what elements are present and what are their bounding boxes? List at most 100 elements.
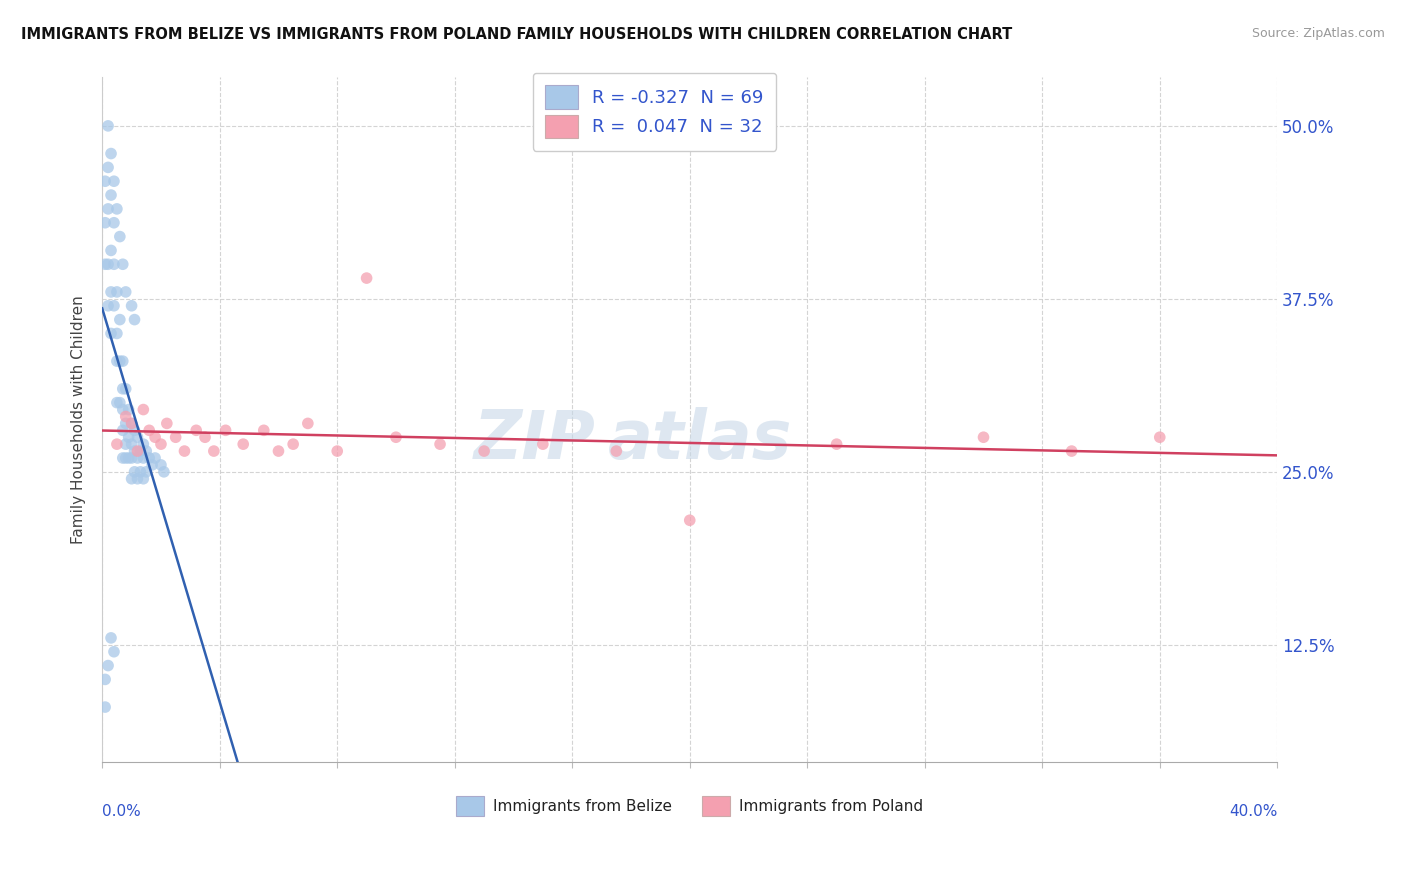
Point (108, 395, 131, 409)
Point (232, 437, 254, 451)
Point (1149, 430, 1171, 444)
Point (118, 450, 141, 465)
Point (121, 417, 143, 431)
Point (114, 437, 136, 451)
Point (97, 119, 120, 133)
Point (165, 430, 187, 444)
Point (121, 450, 143, 465)
Point (121, 472, 143, 486)
Point (111, 257, 134, 271)
Point (105, 395, 128, 409)
Text: Source: ZipAtlas.com: Source: ZipAtlas.com (1251, 27, 1385, 40)
Point (138, 423, 160, 437)
Point (111, 423, 134, 437)
Point (114, 382, 136, 396)
Point (121, 299, 143, 313)
Point (111, 450, 134, 465)
Point (129, 444, 152, 458)
Point (105, 285, 128, 299)
Point (156, 417, 179, 431)
Point (253, 423, 276, 437)
Point (94, 257, 117, 271)
Point (129, 465, 152, 479)
Point (103, 645, 125, 659)
Point (105, 326, 128, 341)
Legend: Immigrants from Belize, Immigrants from Poland: Immigrants from Belize, Immigrants from … (449, 789, 931, 823)
Point (97, 299, 120, 313)
Point (97, 202, 120, 216)
Point (283, 437, 305, 451)
Y-axis label: Family Households with Children: Family Households with Children (72, 295, 86, 544)
Point (97, 257, 120, 271)
Point (103, 257, 125, 271)
Point (121, 437, 143, 451)
Point (356, 271, 378, 285)
Point (108, 354, 131, 368)
Point (94, 174, 117, 188)
Point (1060, 444, 1083, 458)
Text: 40.0%: 40.0% (1229, 804, 1277, 819)
Point (103, 174, 125, 188)
Point (132, 437, 155, 451)
Point (100, 326, 122, 341)
Point (605, 444, 627, 458)
Point (326, 444, 349, 458)
Point (132, 402, 155, 417)
Point (202, 444, 225, 458)
Point (94, 673, 117, 687)
Point (114, 417, 136, 431)
Point (108, 229, 131, 244)
Point (97, 161, 120, 175)
Point (121, 417, 143, 431)
Point (124, 312, 146, 326)
Point (132, 472, 155, 486)
Point (111, 382, 134, 396)
Point (127, 450, 149, 465)
Point (973, 430, 995, 444)
Point (173, 444, 195, 458)
Point (127, 444, 149, 458)
Point (135, 465, 157, 479)
Point (149, 437, 172, 451)
Point (94, 700, 117, 714)
Point (132, 450, 155, 465)
Point (118, 402, 141, 417)
Point (141, 458, 163, 472)
Point (143, 430, 166, 444)
Point (429, 437, 451, 451)
Text: 0.0%: 0.0% (103, 804, 141, 819)
Point (143, 450, 166, 465)
Point (153, 465, 176, 479)
Point (127, 472, 149, 486)
Point (825, 437, 848, 451)
Point (385, 430, 408, 444)
Point (297, 417, 319, 431)
Point (100, 244, 122, 258)
Text: IMMIGRANTS FROM BELIZE VS IMMIGRANTS FROM POLAND FAMILY HOUSEHOLDS WITH CHILDREN: IMMIGRANTS FROM BELIZE VS IMMIGRANTS FRO… (21, 27, 1012, 42)
Point (267, 444, 290, 458)
Point (149, 458, 172, 472)
Point (100, 285, 122, 299)
Point (127, 430, 149, 444)
Point (105, 354, 128, 368)
Point (100, 631, 122, 645)
Point (214, 423, 236, 437)
Point (100, 146, 122, 161)
Point (105, 437, 128, 451)
Point (94, 216, 117, 230)
Point (111, 354, 134, 368)
Point (114, 450, 136, 465)
Point (531, 437, 554, 451)
Text: ZIP: ZIP (474, 408, 596, 474)
Point (114, 409, 136, 424)
Point (472, 444, 495, 458)
Point (679, 513, 702, 527)
Point (124, 423, 146, 437)
Point (124, 465, 146, 479)
Point (135, 444, 157, 458)
Point (97, 658, 120, 673)
Point (108, 312, 131, 326)
Point (103, 299, 125, 313)
Point (100, 188, 122, 202)
Point (194, 430, 217, 444)
